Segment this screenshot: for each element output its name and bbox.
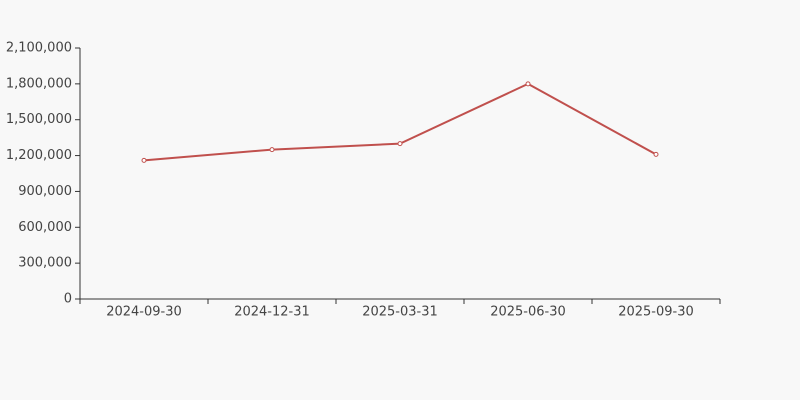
y-tick-label: 900,000	[18, 184, 72, 199]
point	[525, 81, 531, 87]
x-tick-label: 2025-03-31	[362, 305, 438, 320]
point	[397, 141, 403, 147]
x-tick-label: 2025-06-30	[490, 305, 566, 320]
y-tick-label: 1,800,000	[6, 76, 72, 91]
y-tick-label: 0	[64, 292, 72, 307]
x-tick-label: 2024-09-30	[106, 305, 182, 320]
y-tick-label: 300,000	[18, 256, 72, 271]
line	[143, 82, 657, 162]
y-tick-label: 2,100,000	[6, 41, 72, 56]
x-tick-label: 2025-09-30	[618, 305, 694, 320]
x-tick-label: 2024-12-31	[234, 305, 310, 320]
point	[653, 151, 659, 157]
point	[269, 147, 275, 153]
y-tick-label: 1,500,000	[6, 112, 72, 127]
point	[141, 157, 147, 163]
y-tick-label: 1,200,000	[6, 148, 72, 163]
y-tick-label: 600,000	[18, 220, 72, 235]
